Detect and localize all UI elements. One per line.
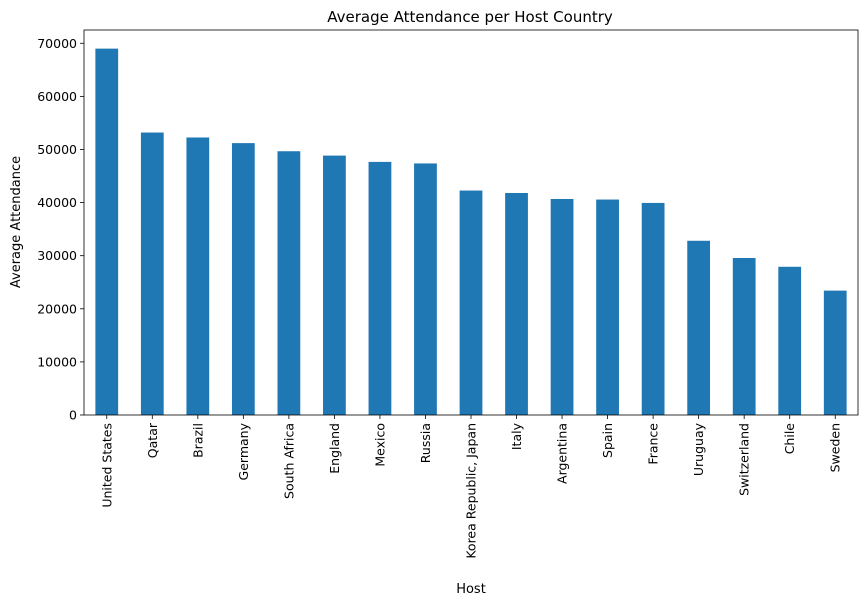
bar-germany: [231, 143, 255, 415]
bar-uruguay: [687, 240, 711, 415]
bar-united-states: [95, 48, 119, 415]
bar-russia: [414, 163, 437, 415]
x-tick-label: Switzerland: [737, 423, 752, 496]
y-tick-label: 10000: [37, 354, 77, 369]
x-axis-label: Host: [456, 582, 486, 597]
x-tick-label: Brazil: [190, 423, 205, 458]
x-tick-label: Russia: [418, 423, 433, 463]
x-tick-label: Spain: [600, 423, 615, 458]
bar-argentina: [550, 198, 574, 415]
bar-england: [323, 155, 346, 415]
x-tick-label: United States: [99, 423, 114, 508]
x-tick-label: Korea Republic, Japan: [464, 423, 479, 559]
x-axis: United States Qatar Brazil Germany South Afr…: [99, 415, 843, 559]
x-tick-label: Italy: [509, 422, 524, 450]
x-tick-label: Sweden: [828, 423, 843, 472]
bar-spain: [596, 199, 619, 415]
x-tick-label: Germany: [236, 422, 251, 480]
chart-title: Average Attendance per Host Country: [327, 8, 613, 26]
x-tick-label: Qatar: [145, 422, 160, 458]
y-tick-label: 70000: [37, 36, 77, 51]
x-tick-label: Chile: [782, 423, 797, 455]
x-tick-label: Uruguay: [691, 422, 706, 476]
y-tick-label: 30000: [37, 248, 77, 263]
bar-sweden: [823, 290, 847, 415]
bar-mexico: [368, 161, 392, 415]
y-tick-label: 50000: [37, 142, 77, 157]
x-tick-label: Mexico: [372, 423, 387, 467]
x-tick-label: France: [646, 423, 661, 465]
plot-frame: [83, 29, 859, 416]
bar-chile: [778, 266, 802, 415]
y-tick-label: 60000: [37, 89, 77, 104]
bar-south-africa: [277, 151, 301, 415]
y-axis: 0 10000 20000 30000 40000 50000 60000 70000: [37, 36, 84, 423]
bar-france: [641, 202, 665, 415]
y-tick-label: 40000: [37, 195, 77, 210]
bar-qatar: [140, 132, 164, 415]
x-tick-label: South Africa: [281, 423, 296, 499]
bar-switzerland: [732, 258, 756, 415]
bar-korea-republic-japan: [459, 190, 483, 415]
y-axis-label: Average Attendance: [9, 156, 24, 288]
x-tick-label: Argentina: [555, 423, 570, 484]
bars-group: [95, 48, 847, 415]
bar-brazil: [186, 137, 210, 415]
x-tick-label: England: [327, 423, 342, 474]
y-tick-label: 20000: [37, 301, 77, 316]
bar-italy: [505, 192, 528, 415]
y-tick-label: 0: [69, 408, 77, 423]
